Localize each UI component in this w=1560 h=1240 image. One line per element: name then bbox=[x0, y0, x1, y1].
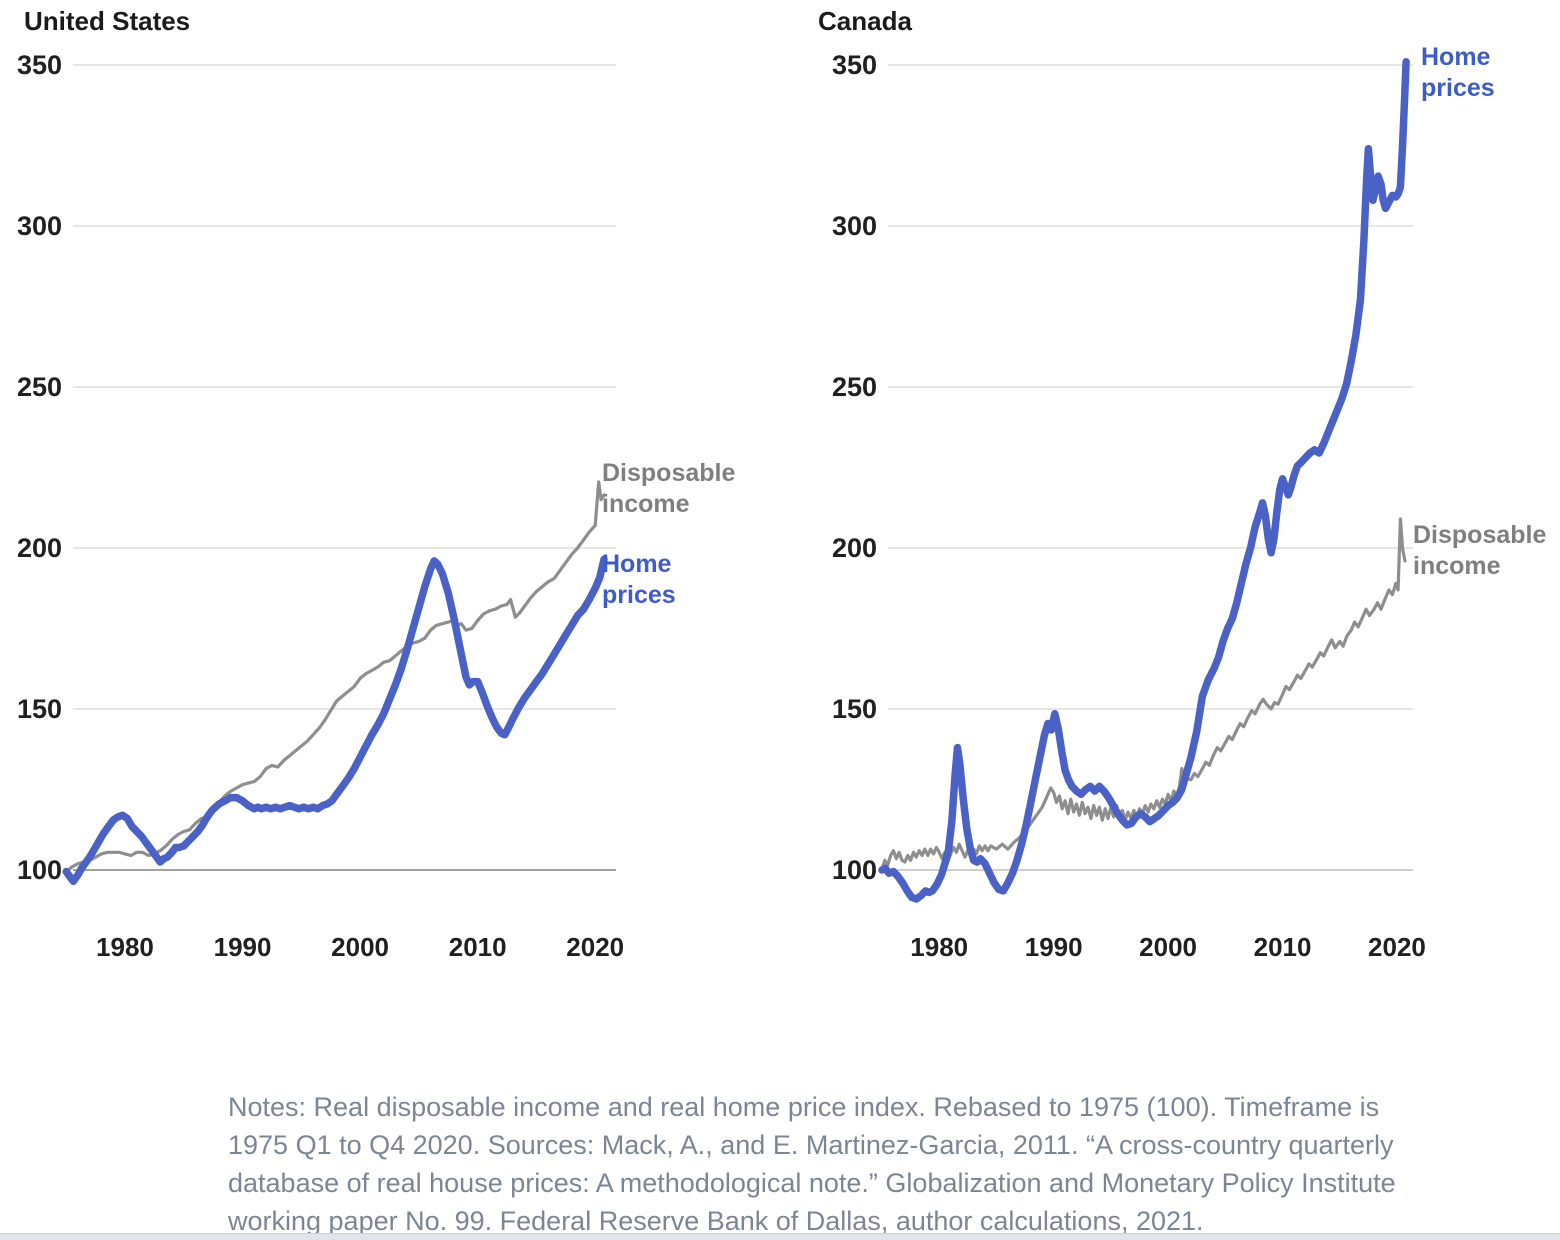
us-series-line-disposable-income bbox=[64, 480, 606, 874]
us-home-prices-label: Home prices bbox=[602, 549, 676, 611]
label-line: income bbox=[1413, 552, 1501, 580]
us-y-tick-label: 100 bbox=[17, 855, 62, 885]
canada-disposable-income-label: Disposable income bbox=[1413, 520, 1546, 582]
ca-series-line-disposable-income bbox=[880, 517, 1407, 871]
dual-line-chart: 100 150 200 250 300 350 1980 1990 2000 2010 2020 10… bbox=[17, 50, 1426, 962]
us-disposable-income-label: Disposable income bbox=[602, 458, 735, 520]
canada-panel-title: Canada bbox=[818, 6, 912, 36]
label-line: Home bbox=[602, 550, 672, 578]
label-line: Home bbox=[1421, 43, 1491, 71]
label-line: Disposable bbox=[1413, 521, 1547, 549]
source-notes: Notes: Real disposable income and real h… bbox=[228, 1088, 1396, 1240]
notes-line: database of real house prices: A methodo… bbox=[228, 1168, 1396, 1198]
ca-y-tick-label: 150 bbox=[832, 694, 877, 724]
us-x-tick-label: 2020 bbox=[566, 932, 624, 962]
ca-x-tick-label: 1980 bbox=[910, 932, 968, 962]
ca-y-tick-label: 200 bbox=[832, 533, 877, 563]
notes-line: Notes: Real disposable income and real h… bbox=[228, 1092, 1380, 1122]
bottom-divider bbox=[0, 1233, 1560, 1240]
us-panel-title: United States bbox=[24, 6, 191, 36]
ca-y-tick-label: 350 bbox=[832, 50, 877, 80]
ca-series-line-home-prices bbox=[878, 58, 1410, 903]
ca-x-tick-label: 2000 bbox=[1139, 932, 1197, 962]
us-x-tick-label: 2000 bbox=[331, 932, 389, 962]
ca-x-tick-label: 2010 bbox=[1254, 932, 1312, 962]
us-y-tick-label: 350 bbox=[17, 50, 62, 80]
ca-y-tick-label: 250 bbox=[832, 372, 877, 402]
label-line: Disposable bbox=[602, 459, 736, 487]
notes-line: 1975 Q1 to Q4 2020. Sources: Mack, A., a… bbox=[228, 1130, 1394, 1160]
label-line: income bbox=[602, 490, 690, 518]
us-y-tick-label: 300 bbox=[17, 211, 62, 241]
ca-x-tick-label: 2020 bbox=[1368, 932, 1426, 962]
us-y-tick-label: 150 bbox=[17, 694, 62, 724]
ca-y-tick-label: 100 bbox=[832, 855, 877, 885]
us-y-tick-label: 200 bbox=[17, 533, 62, 563]
canada-home-prices-label: Home prices bbox=[1421, 42, 1495, 104]
us-series-line-home-prices bbox=[62, 555, 608, 886]
notes-line: working paper No. 99. Federal Reserve Ba… bbox=[228, 1206, 1204, 1236]
us-x-tick-label: 1980 bbox=[96, 932, 154, 962]
label-line: prices bbox=[1421, 74, 1495, 102]
label-line: prices bbox=[602, 581, 676, 609]
us-x-tick-label: 1990 bbox=[214, 932, 272, 962]
ca-x-tick-label: 1990 bbox=[1025, 932, 1083, 962]
us-x-tick-label: 2010 bbox=[449, 932, 507, 962]
us-y-tick-label: 250 bbox=[17, 372, 62, 402]
ca-y-tick-label: 300 bbox=[832, 211, 877, 241]
